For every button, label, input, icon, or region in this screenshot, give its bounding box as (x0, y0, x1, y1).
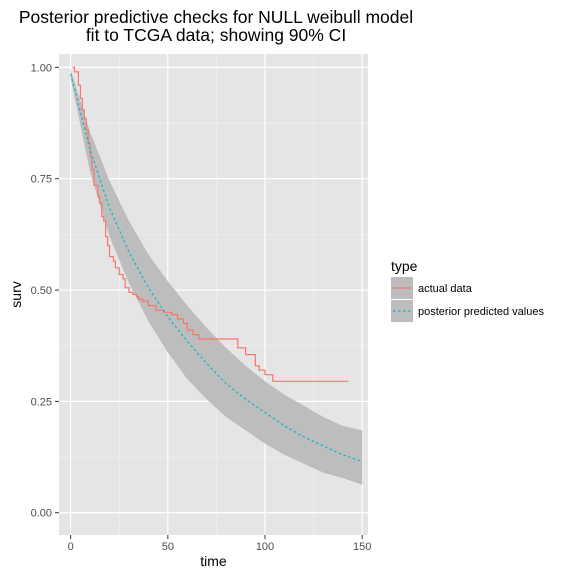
legend-key-posterior (391, 300, 413, 322)
x-axis-title: time (200, 553, 227, 569)
posterior-predicted-line (70, 73, 363, 463)
y-tick-label: 0.25 (31, 396, 52, 408)
legend-title: type (391, 258, 418, 274)
x-tick-label: 150 (353, 541, 371, 553)
x-tick-label: 0 (68, 541, 74, 553)
y-tick-label: 0.75 (31, 174, 52, 186)
y-axis-ticks: 0.00 0.25 0.50 0.75 1.00 (31, 62, 59, 520)
x-axis-ticks: 0 50 100 150 (68, 535, 371, 553)
chart-title-line-1: Posterior predictive checks for NULL wei… (18, 7, 414, 27)
ci-band (70, 69, 363, 485)
y-axis-title: surv (8, 281, 24, 307)
y-tick-label: 0.50 (31, 285, 52, 297)
y-tick-label: 0.00 (31, 508, 52, 520)
legend: type actual data posterior predicted val… (391, 258, 544, 322)
legend-label-posterior: posterior predicted values (418, 306, 544, 318)
chart-title-line-2: fit to TCGA data; showing 90% CI (85, 25, 347, 45)
x-tick-label: 100 (256, 541, 274, 553)
y-tick-label: 1.00 (31, 62, 52, 74)
x-tick-label: 50 (162, 541, 174, 553)
legend-label-actual: actual data (418, 283, 473, 295)
